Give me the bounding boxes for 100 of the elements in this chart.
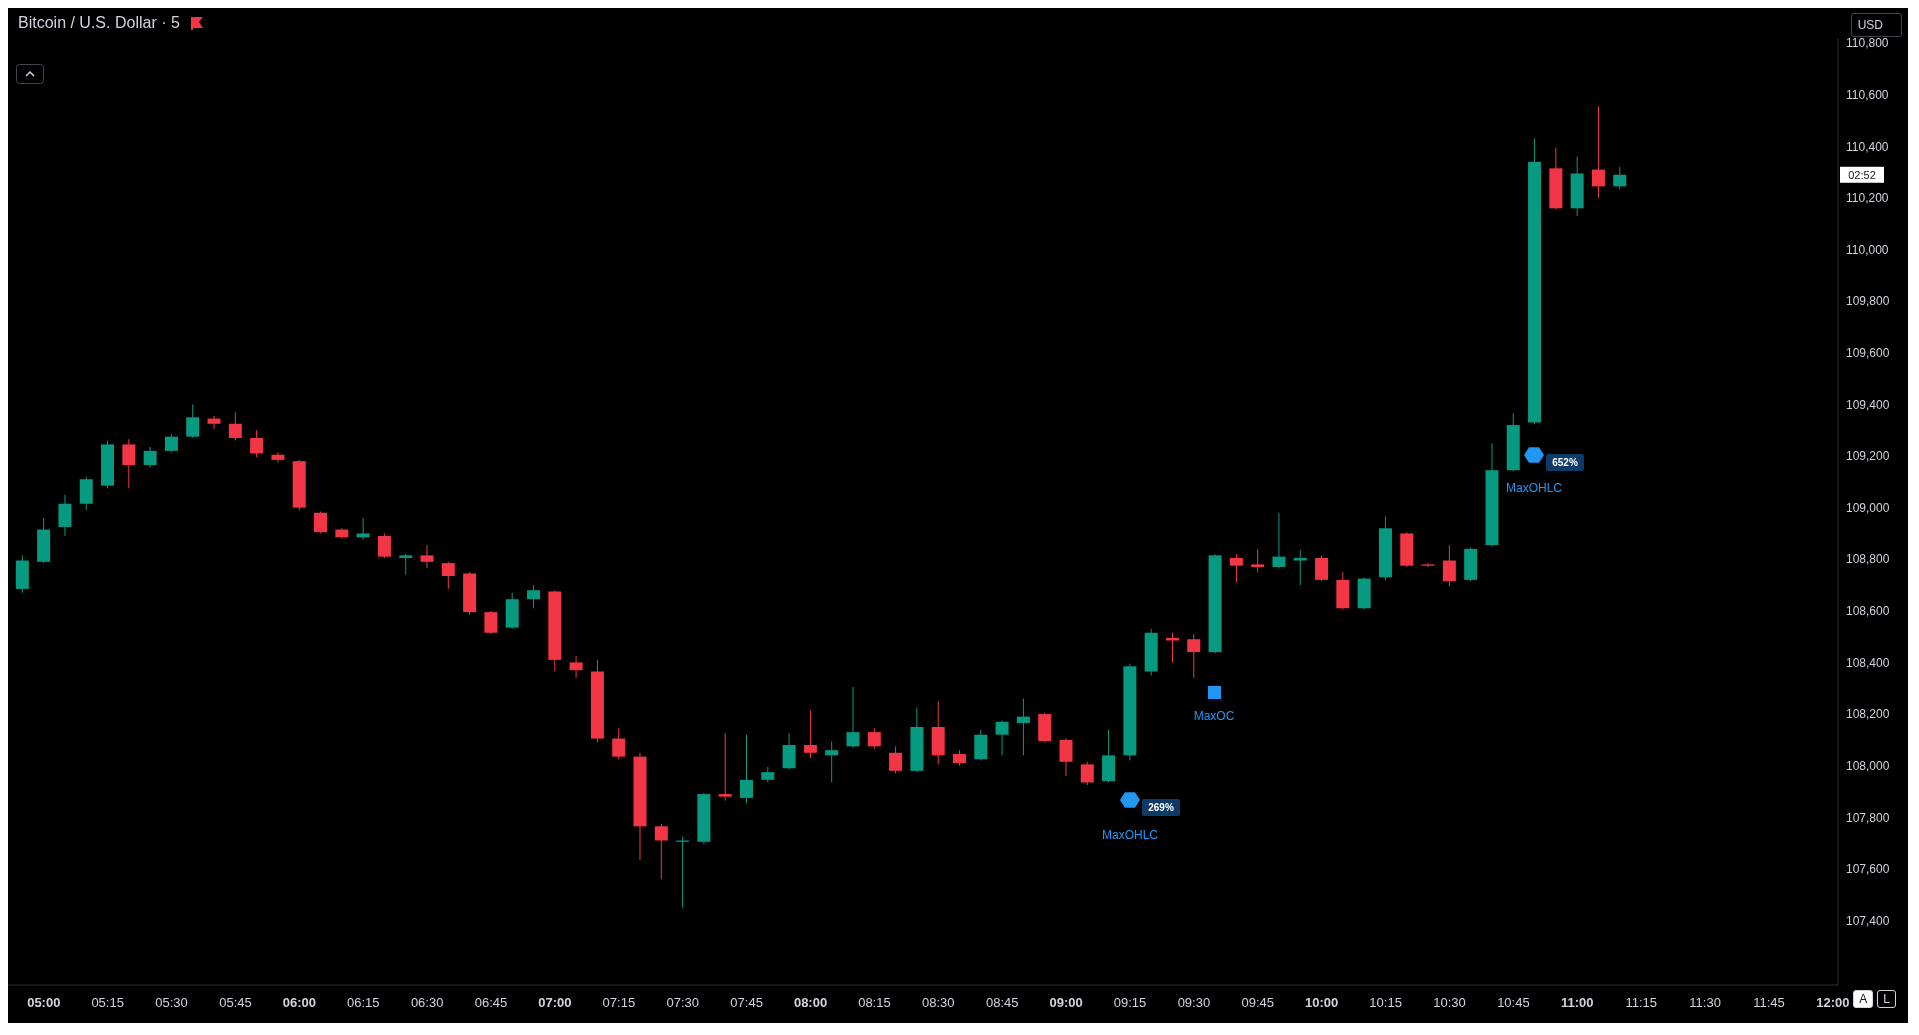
annotation: 269% (1148, 802, 1174, 813)
y-tick-label: 109,800 (1846, 294, 1890, 309)
candlestick (867, 727, 881, 750)
candlestick (676, 836, 690, 909)
y-tick-label: 108,600 (1846, 604, 1890, 619)
x-tick-label: 08:15 (858, 995, 891, 1010)
annotation: MaxOHLC (1101, 828, 1159, 842)
y-tick-label: 107,400 (1846, 913, 1890, 928)
candlestick (1442, 544, 1456, 587)
candlestick (441, 561, 455, 590)
x-tick-label: 11:45 (1753, 995, 1785, 1010)
candlestick (718, 732, 732, 801)
candlestick (1293, 549, 1307, 586)
y-tick-label: 109,200 (1846, 449, 1890, 464)
x-tick-label: 09:45 (1241, 995, 1275, 1010)
y-tick-label: 110,400 (1846, 139, 1889, 154)
text: 02:52 (1848, 168, 1876, 181)
x-tick-label: 06:00 (282, 995, 316, 1010)
x-tick-label: 09:00 (1049, 995, 1083, 1010)
x-tick-label: 08:45 (985, 995, 1019, 1010)
candlestick (1591, 105, 1605, 199)
text: USD (1850, 13, 1902, 37)
candlestick (122, 438, 136, 489)
y-tick-label: 110,800 (1846, 36, 1889, 51)
x-tick-label: 06:15 (346, 995, 380, 1010)
x-tick-label: 05:30 (155, 995, 188, 1010)
x-tick-label: 08:30 (922, 995, 955, 1010)
y-tick-label: 109,000 (1846, 500, 1890, 515)
candlestick (740, 734, 753, 804)
x-tick-label: 10:45 (1497, 995, 1530, 1010)
candlestick (271, 451, 285, 463)
candlestick (399, 553, 413, 576)
candlestick (1016, 698, 1030, 756)
annotation: 652% (1552, 457, 1578, 468)
y-tick-label: 108,800 (1846, 552, 1890, 567)
candlestick (377, 532, 391, 559)
candlestick (846, 686, 860, 749)
y-tick-label: 109,600 (1846, 346, 1890, 361)
candlestick (654, 823, 668, 880)
candlestick (889, 745, 903, 774)
annotation: MaxOC (1193, 709, 1235, 723)
candlestick (1059, 738, 1073, 777)
candlestick (1315, 554, 1329, 582)
candlestick (314, 511, 328, 534)
y-tick-label: 110,000 (1846, 242, 1889, 257)
candlestick (1251, 548, 1265, 573)
candlestick (569, 655, 583, 679)
x-tick-label: 07:00 (538, 995, 572, 1010)
x-tick-label: 07:45 (730, 995, 763, 1010)
x-tick-label: 08:00 (793, 995, 828, 1010)
x-tick-label: 11:30 (1689, 995, 1721, 1010)
x-tick-label: 05:45 (219, 995, 252, 1010)
x-tick-label: 12:00 (1816, 995, 1850, 1010)
candlestick (186, 403, 200, 439)
candlestick (1080, 761, 1094, 786)
x-tick-label: 10:30 (1433, 995, 1466, 1010)
y-tick-label: 108,000 (1846, 758, 1890, 773)
y-tick-label: 109,400 (1846, 397, 1890, 412)
x-tick-label: 05:00 (27, 995, 61, 1010)
x-tick-label: 10:15 (1369, 995, 1402, 1010)
x-tick-label: 11:15 (1625, 995, 1657, 1010)
y-tick-label: 107,600 (1846, 862, 1890, 877)
chart-title: Bitcoin / U.S. Dollar · 5 (18, 14, 180, 32)
candlestick (1613, 166, 1627, 190)
candlestick (1165, 632, 1179, 663)
x-tick-label: 09:15 (1113, 995, 1147, 1010)
candlestick (1187, 633, 1201, 679)
candlestick (995, 720, 1009, 756)
x-tick-label: 05:15 (91, 995, 124, 1010)
candlestick (1229, 553, 1243, 583)
annotation: MaxOHLC (1505, 481, 1563, 495)
candlestick (356, 517, 370, 541)
x-tick-label: 09:30 (1177, 995, 1211, 1010)
candlestick (484, 610, 498, 635)
candlestick (803, 709, 817, 759)
candlestick (1272, 512, 1286, 569)
text: A (1859, 992, 1868, 1006)
candlestick (143, 446, 157, 469)
x-tick-label: 06:45 (474, 995, 508, 1010)
candlestick (612, 727, 626, 760)
y-tick-label: 107,800 (1846, 810, 1890, 825)
x-tick-label: 10:00 (1305, 995, 1339, 1010)
text: L (1883, 992, 1890, 1006)
candlestick (250, 429, 264, 458)
candlestick (825, 740, 839, 783)
y-tick-label: 108,400 (1846, 655, 1890, 670)
candlestick (782, 732, 796, 771)
x-tick-label: 07:15 (602, 995, 636, 1010)
x-tick-label: 06:30 (410, 995, 444, 1010)
x-tick-label: 07:30 (666, 995, 700, 1010)
candlestick (420, 544, 434, 569)
candlestick (228, 411, 242, 442)
candlestick (164, 433, 178, 453)
y-tick-label: 110,200 (1846, 191, 1889, 206)
candlestick (58, 494, 72, 537)
candlestick (527, 584, 541, 609)
x-tick-label: 11:00 (1561, 995, 1594, 1010)
y-tick-label: 108,200 (1846, 707, 1890, 722)
candlestick (207, 415, 221, 430)
y-tick-label: 110,600 (1846, 88, 1889, 103)
